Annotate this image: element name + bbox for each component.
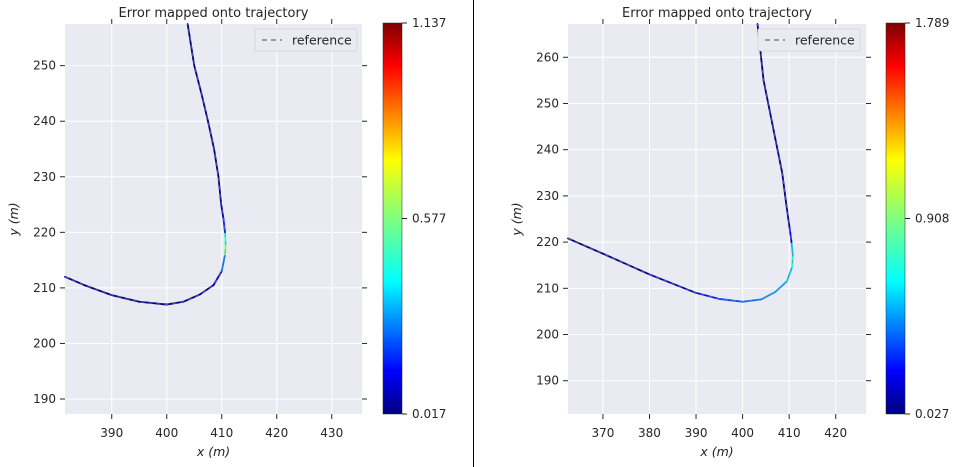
reference-path: [567, 23, 794, 303]
trajectory-segment: [771, 125, 779, 151]
x-tick-label: 410: [210, 426, 233, 440]
colorbar: 1.789 0.908 0.027: [885, 16, 949, 421]
x-tick-label: 420: [824, 426, 847, 440]
y-tick-label: 230: [536, 189, 559, 203]
plot-area: [568, 24, 866, 414]
right-panel: 370 380 390 400 410 420 190 200 210 220 230 240 250…: [509, 6, 949, 459]
y-tick-label: 230: [33, 170, 56, 184]
x-tick-labels: 390 400 410 420 430: [100, 426, 343, 440]
x-tick-label: 380: [638, 426, 661, 440]
y-axis-label: y (m): [6, 202, 21, 236]
colorbar-label-max: 1.137: [412, 16, 446, 30]
trajectory-segment: [718, 298, 744, 303]
y-tick-label: 260: [536, 50, 559, 64]
trajectory-segment: [767, 102, 774, 128]
chart-title: Error mapped onto trajectory: [622, 6, 812, 21]
reference-path: [64, 23, 227, 306]
y-tick-label: 200: [536, 328, 559, 342]
colorbar-label-mid: 0.908: [915, 212, 949, 226]
y-tick-labels: 190 200 210 220 230 240 250 260: [536, 50, 559, 387]
x-tick-label: 390: [685, 426, 708, 440]
legend-box: [254, 28, 358, 52]
trajectory-segment: [785, 204, 791, 230]
y-tick-label: 190: [536, 374, 559, 388]
x-tick-label: 370: [591, 426, 614, 440]
x-tick-labels: 370 380 390 400 410 420: [591, 426, 847, 440]
y-tick-label: 200: [33, 336, 56, 350]
x-tick-label: 400: [155, 426, 178, 440]
x-tick-label: 410: [778, 426, 801, 440]
gridlines: [568, 24, 866, 414]
y-tick-label: 210: [536, 281, 559, 295]
trajectory-segment: [776, 148, 784, 174]
x-tick-label: 390: [100, 426, 123, 440]
y-axis-label: y (m): [509, 202, 524, 236]
legend: reference: [757, 28, 861, 52]
y-tick-label: 240: [536, 143, 559, 157]
legend-label: reference: [292, 33, 352, 48]
legend-box: [757, 28, 861, 52]
y-tick-label: 190: [33, 392, 56, 406]
x-tick-label: 430: [320, 426, 343, 440]
x-axis-label: x (m): [699, 444, 733, 459]
tick-marks: [563, 19, 871, 419]
reference-line: [567, 23, 794, 303]
colorbar-gradient: [886, 23, 905, 414]
plot-area: [65, 24, 362, 414]
y-tick-label: 210: [33, 281, 56, 295]
trajectory-segment: [695, 292, 721, 300]
legend-label: reference: [795, 33, 855, 48]
colorbar-label-min: 0.027: [915, 407, 949, 421]
x-tick-label: 400: [731, 426, 754, 440]
colorbar-label-max: 1.789: [915, 16, 949, 30]
y-tick-labels: 190 200 210 220 230 240 250: [33, 59, 56, 406]
colorbar: 1.137 0.577 0.017: [382, 16, 446, 421]
legend: reference: [254, 28, 358, 52]
x-axis-label: x (m): [196, 444, 230, 459]
y-tick-label: 220: [33, 225, 56, 239]
y-tick-label: 220: [536, 235, 559, 249]
x-tick-label: 420: [265, 426, 288, 440]
colorbar-gradient: [383, 23, 402, 414]
y-tick-label: 240: [33, 114, 56, 128]
chart-title: Error mapped onto trajectory: [119, 6, 309, 21]
trajectory-segment: [762, 79, 770, 105]
colorbar-label-mid: 0.577: [412, 212, 446, 226]
reference-line: [64, 23, 227, 306]
left-panel: 390 400 410 420 430 190 200 210 220 230 240 250 Er…: [6, 6, 446, 459]
gridlines: [65, 24, 362, 414]
tick-marks: [60, 19, 367, 419]
y-tick-label: 250: [536, 96, 559, 110]
y-tick-label: 250: [33, 59, 56, 73]
colorbar-label-min: 0.017: [412, 407, 446, 421]
